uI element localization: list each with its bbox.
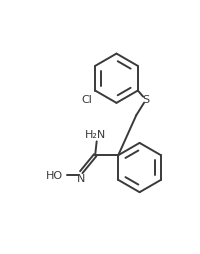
Text: N: N [77, 174, 85, 184]
Text: HO: HO [45, 171, 62, 181]
Text: H₂N: H₂N [84, 130, 105, 140]
Text: Cl: Cl [81, 95, 92, 105]
Text: S: S [141, 95, 148, 105]
